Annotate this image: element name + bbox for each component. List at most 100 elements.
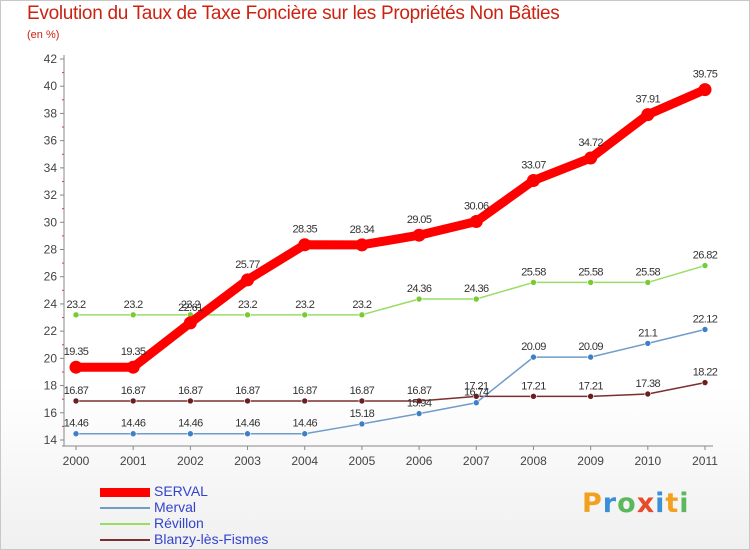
chart-unit-label: (en %) (27, 29, 60, 41)
data-label: 16.87 (292, 385, 317, 397)
logo-letter: i (679, 488, 690, 519)
data-label: 30.06 (464, 200, 489, 212)
series-line-r-villon (75, 264, 706, 316)
series-line-serval (71, 85, 710, 372)
data-point (126, 360, 140, 374)
data-point (244, 397, 251, 405)
data-point (701, 379, 709, 386)
y-tick-label: 20 (44, 351, 58, 365)
series-line-merval (75, 328, 706, 435)
data-point (187, 397, 194, 405)
data-point (472, 393, 480, 400)
data-label: 25.58 (636, 266, 661, 278)
data-point (183, 316, 197, 330)
y-tick-label: 18 (44, 379, 58, 393)
chart-title: Evolution du Taux de Taxe Foncière sur l… (27, 3, 560, 24)
data-label: 25.77 (235, 259, 260, 271)
data-point (244, 311, 251, 319)
x-tick-label: 2002 (177, 454, 204, 468)
data-label: 24.36 (464, 283, 489, 295)
data-label: 14.46 (178, 418, 203, 430)
data-point (72, 397, 80, 405)
data-point (415, 410, 423, 417)
legend-label: Merval (154, 499, 197, 515)
data-point (301, 397, 309, 405)
legend-swatch (100, 487, 150, 497)
data-point (469, 214, 483, 228)
data-point (241, 273, 255, 287)
data-point (701, 262, 709, 269)
y-tick-label: 30 (44, 215, 58, 229)
x-tick-label: 2008 (520, 454, 547, 468)
data-label: 20.09 (521, 341, 546, 353)
data-point (587, 393, 594, 400)
data-point (69, 360, 83, 374)
x-tick-label: 2005 (349, 454, 376, 468)
data-label: 15.18 (350, 408, 375, 420)
y-tick-label: 40 (44, 79, 58, 93)
data-point (129, 397, 137, 405)
data-label: 16.87 (121, 385, 146, 397)
data-label: 23.2 (66, 299, 85, 311)
data-point (587, 353, 594, 361)
y-tick-label: 22 (44, 324, 58, 338)
data-label: 33.07 (521, 160, 546, 172)
data-label: 14.46 (235, 418, 260, 430)
proxiti-logo: Proxiti (582, 488, 690, 519)
data-label: 18.22 (693, 367, 718, 379)
data-label: 17.21 (521, 380, 546, 392)
data-label: 14.46 (121, 418, 146, 430)
data-label: 23.2 (238, 299, 257, 311)
data-point (358, 397, 366, 405)
data-label: 26.82 (693, 250, 718, 262)
data-label: 17.38 (636, 378, 661, 390)
data-point (644, 390, 652, 398)
data-point (472, 399, 480, 407)
data-point (72, 430, 80, 438)
data-point (584, 151, 598, 165)
data-point (644, 279, 652, 286)
series-line-blanzy-l-s-fismes (75, 381, 706, 402)
data-point (530, 393, 537, 400)
x-tick-label: 2004 (291, 454, 318, 468)
data-label: 22.61 (178, 302, 203, 314)
logo-letter: o (617, 488, 637, 519)
data-point (698, 83, 712, 97)
data-point (298, 238, 312, 252)
data-label: 14.46 (64, 418, 89, 430)
logo-letter: t (665, 488, 680, 519)
y-tick-label: 28 (44, 243, 58, 257)
logo-letter: i (655, 488, 666, 519)
data-point (358, 420, 366, 428)
x-tick-label: 2006 (406, 454, 433, 468)
data-label: 22.12 (693, 314, 718, 326)
data-label: 24.36 (407, 283, 432, 295)
legend-swatch (100, 539, 150, 541)
legend-label: Blanzy-lès-Fismes (154, 531, 269, 547)
data-label: 28.35 (292, 224, 317, 236)
data-label: 15.94 (407, 398, 432, 410)
data-label: 20.09 (578, 341, 603, 353)
y-tick-label: 38 (44, 106, 58, 120)
legend-swatch (100, 507, 150, 509)
data-point (129, 430, 137, 438)
data-point (301, 430, 309, 438)
data-point (644, 340, 652, 347)
y-tick-label: 24 (44, 297, 58, 311)
y-tick-label: 32 (44, 188, 58, 202)
x-tick-label: 2007 (463, 454, 490, 468)
legend-label: SERVAL (154, 483, 208, 499)
data-point (301, 311, 309, 319)
data-point (355, 238, 369, 252)
y-tick-label: 26 (44, 270, 58, 284)
data-label: 25.58 (578, 266, 603, 278)
x-tick-label: 2010 (634, 454, 661, 468)
x-tick-label: 2001 (120, 454, 147, 468)
data-point (530, 279, 537, 286)
data-point (72, 311, 80, 319)
data-label: 16.87 (178, 385, 203, 397)
logo-letter: P (582, 488, 603, 519)
data-label: 16.87 (407, 385, 432, 397)
x-tick-label: 2000 (63, 454, 90, 468)
